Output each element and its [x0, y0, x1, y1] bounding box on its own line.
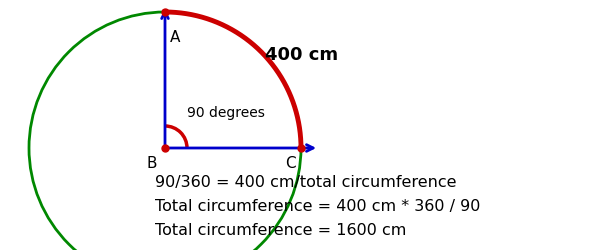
Text: 400 cm: 400 cm — [265, 46, 338, 64]
Text: B: B — [146, 156, 157, 171]
Text: 90 degrees: 90 degrees — [187, 106, 265, 120]
Text: Total circumference = 400 cm * 360 / 90: Total circumference = 400 cm * 360 / 90 — [155, 199, 480, 214]
Text: C: C — [286, 156, 296, 171]
Text: Total circumference = 1600 cm: Total circumference = 1600 cm — [155, 223, 407, 238]
Text: A: A — [170, 30, 181, 45]
Text: 90/360 = 400 cm/total circumference: 90/360 = 400 cm/total circumference — [155, 175, 457, 190]
